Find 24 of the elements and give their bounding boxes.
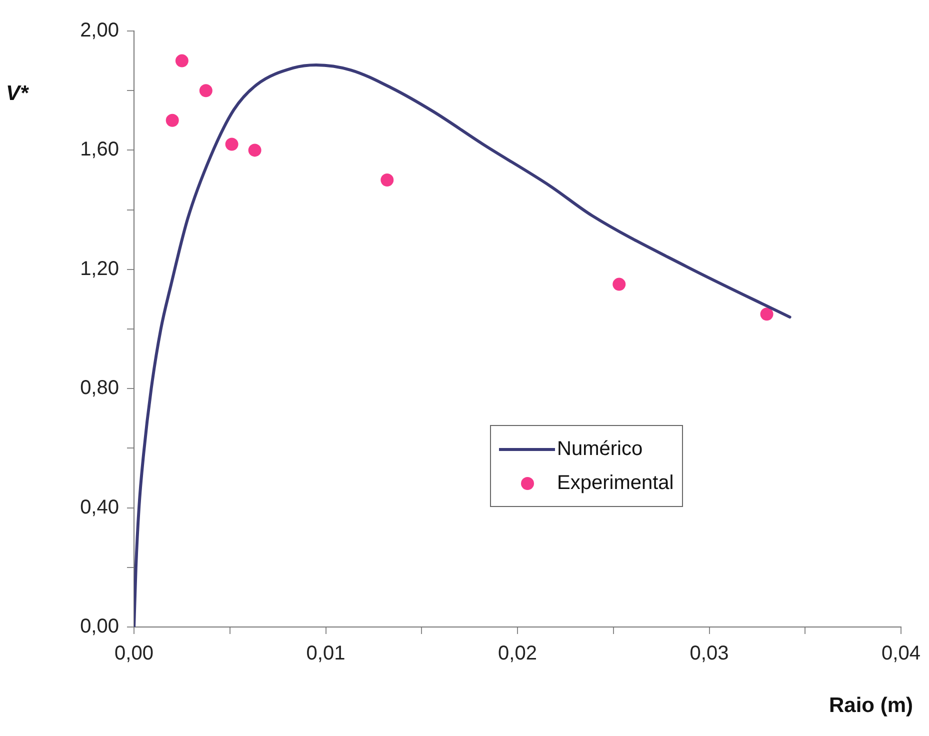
point bbox=[380, 174, 394, 186]
x-axis-title: Raio (m) bbox=[829, 694, 913, 718]
legend-label: Experimental bbox=[557, 472, 674, 494]
x-tick-label: 0,02 bbox=[498, 642, 537, 665]
line-series bbox=[134, 63, 792, 627]
y-tick-label: 0,80 bbox=[80, 377, 119, 400]
y-tick-label: 2,00 bbox=[80, 20, 119, 42]
point bbox=[175, 54, 188, 68]
point bbox=[612, 278, 626, 291]
y-tick-label: 0,00 bbox=[80, 616, 119, 638]
y-tick-label: 0,40 bbox=[80, 496, 119, 518]
y-tick-label: 1,60 bbox=[80, 138, 119, 161]
point bbox=[166, 114, 179, 127]
point bbox=[760, 308, 774, 321]
legend-label: Numérico bbox=[557, 438, 643, 460]
point bbox=[225, 138, 238, 151]
y-axis-title: V* bbox=[6, 82, 28, 106]
y-tick-label: 1,20 bbox=[80, 258, 119, 280]
x-tick-label: 0,03 bbox=[690, 642, 729, 665]
x-tick-label: 0,00 bbox=[114, 642, 154, 665]
x-tick-label: 0,01 bbox=[306, 642, 346, 665]
point bbox=[248, 144, 262, 157]
point bbox=[199, 84, 212, 98]
x-tick-label: 0,04 bbox=[882, 642, 920, 665]
